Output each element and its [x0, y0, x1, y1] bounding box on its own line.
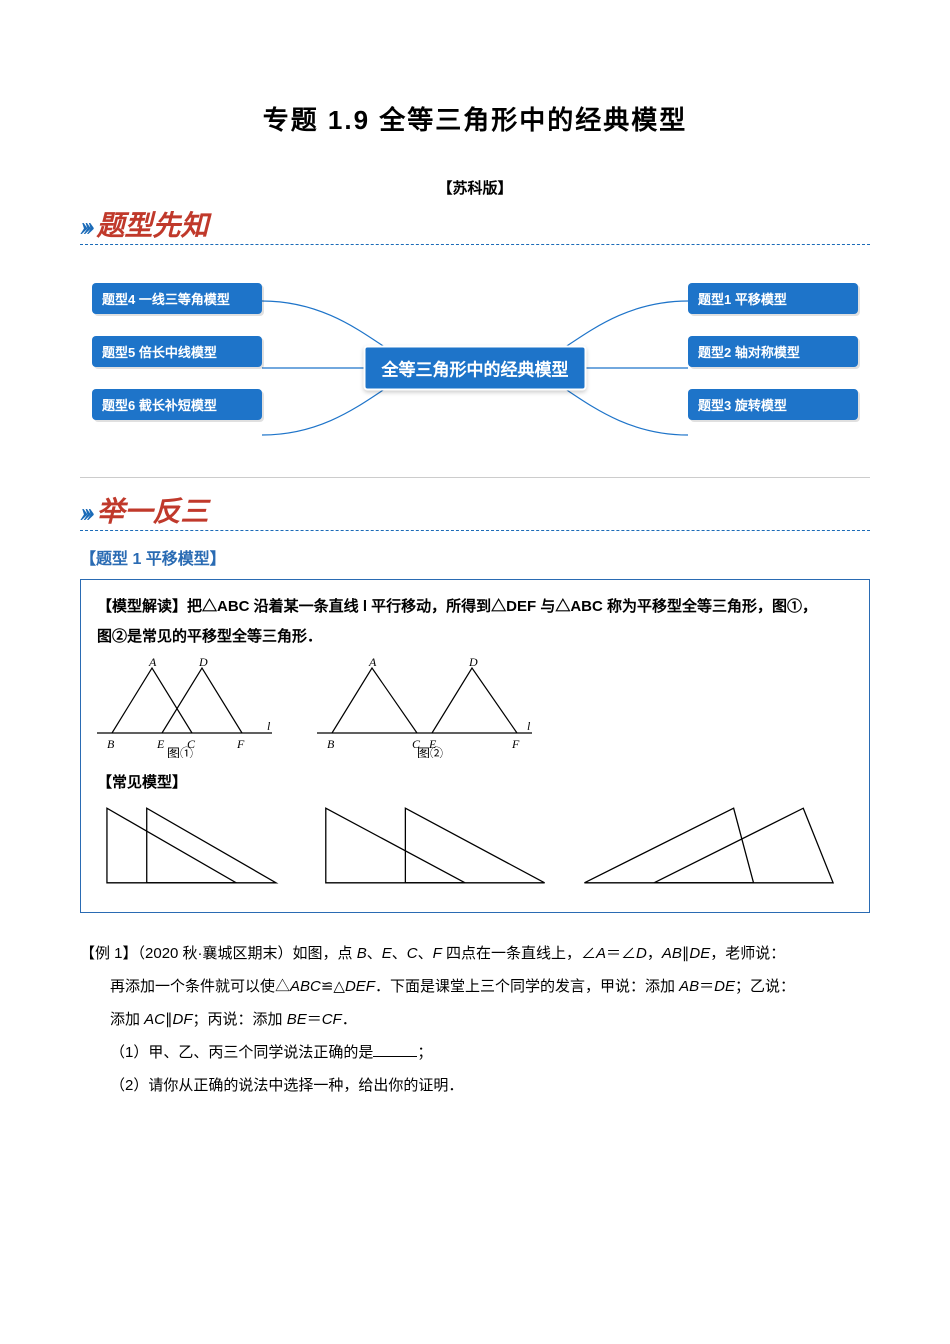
svg-text:A: A: [368, 658, 377, 669]
common-models: [97, 798, 853, 898]
figure-2: AD BC EF l 图②: [317, 658, 537, 758]
svg-text:l: l: [527, 719, 531, 733]
pill-left-1: 题型4 一线三等角模型: [92, 283, 262, 314]
common-label: 【常见模型】: [97, 768, 853, 798]
divider: [80, 244, 870, 245]
pill-right-3: 题型3 旋转模型: [688, 389, 858, 420]
svg-text:B: B: [327, 737, 335, 751]
svg-text:A: A: [148, 658, 157, 669]
svg-text:D: D: [198, 658, 208, 669]
subtitle: 【苏科版】: [80, 177, 870, 198]
pill-left-2: 题型5 倍长中线模型: [92, 336, 262, 367]
model-p1a: 【模型解读】把△ABC 沿着某一条直线 l 平行移动，所得到△DEF 与△ABC…: [97, 592, 853, 622]
svg-text:F: F: [511, 737, 520, 751]
center-pill: 全等三角形中的经典模型: [364, 346, 587, 391]
mindmap: 题型4 一线三等角模型 题型5 倍长中线模型 题型6 截长补短模型 题型1 平移…: [80, 253, 870, 478]
script-text-2: 举一反三: [96, 490, 208, 530]
model-p1b: 图②是常见的平移型全等三角形．: [97, 622, 853, 652]
divider: [80, 530, 870, 531]
example-1: 【例 1】（2020 秋·襄城区期末）如图，点 B、E、C、F 四点在一条直线上…: [80, 937, 870, 1102]
svg-text:F: F: [236, 737, 245, 751]
model-box: 【模型解读】把△ABC 沿着某一条直线 l 平行移动，所得到△DEF 与△ABC…: [80, 579, 870, 913]
script-heading-2: ››› 举一反三: [80, 490, 870, 530]
svg-text:图①: 图①: [167, 746, 193, 758]
figure-row-1: AD BE CF l 图① AD BC EF l 图②: [97, 658, 853, 758]
pill-right-2: 题型2 轴对称模型: [688, 336, 858, 367]
blank-input[interactable]: [373, 1043, 417, 1058]
script-heading-1: ››› 题型先知: [80, 204, 870, 244]
pill-right-1: 题型1 平移模型: [688, 283, 858, 314]
section-header: 【题型 1 平移模型】: [80, 545, 870, 569]
svg-text:E: E: [156, 737, 165, 751]
svg-text:D: D: [468, 658, 478, 669]
svg-text:图②: 图②: [417, 746, 443, 758]
figure-1: AD BE CF l 图①: [97, 658, 277, 758]
script-text-1: 题型先知: [96, 204, 208, 244]
pill-left-3: 题型6 截长补短模型: [92, 389, 262, 420]
svg-text:B: B: [107, 737, 115, 751]
svg-text:l: l: [267, 719, 271, 733]
page-title: 专题 1.9 全等三角形中的经典模型: [80, 100, 870, 137]
arrows-icon: ›››: [80, 211, 90, 243]
arrows-icon: ›››: [80, 497, 90, 529]
